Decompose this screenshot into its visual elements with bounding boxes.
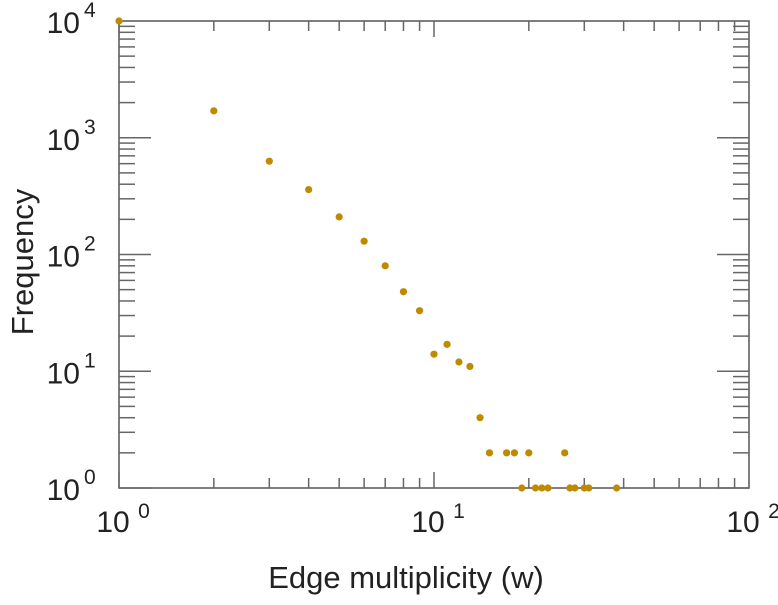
- y-tick-exponent: 4: [84, 0, 96, 22]
- data-point: [115, 17, 123, 25]
- x-tick-exponent: 2: [768, 500, 778, 523]
- x-tick-label: 10: [411, 506, 444, 539]
- data-point: [502, 449, 511, 457]
- data-point: [510, 449, 519, 457]
- data-point: [455, 358, 463, 366]
- data-point: [544, 484, 552, 492]
- data-point: [538, 484, 546, 492]
- data-point: [466, 362, 474, 371]
- y-tick-exponent: 2: [84, 233, 96, 256]
- y-tick-exponent: 3: [84, 116, 96, 139]
- data-point: [265, 157, 273, 165]
- data-point: [335, 213, 343, 221]
- data-point: [430, 350, 438, 358]
- y-tick-label: 10: [47, 357, 80, 390]
- y-tick-label: 10: [47, 241, 80, 274]
- data-point: [210, 107, 218, 115]
- data-point: [613, 484, 621, 492]
- y-tick-label: 10: [47, 474, 80, 507]
- data-point: [381, 262, 389, 270]
- y-tick-label: 10: [47, 124, 80, 157]
- data-point: [525, 449, 533, 457]
- x-tick-exponent: 0: [138, 500, 150, 523]
- y-tick-label: 10: [47, 7, 80, 40]
- data-point: [399, 288, 408, 296]
- y-axis-label: Frequency: [5, 188, 40, 335]
- x-axis-label: Edge multiplicity (w): [268, 560, 544, 595]
- data-point: [585, 484, 593, 492]
- data-point: [476, 414, 484, 422]
- data-point: [561, 449, 569, 457]
- data-point: [571, 484, 579, 492]
- x-tick-label: 10: [726, 506, 759, 539]
- x-tick-label: 10: [96, 506, 129, 539]
- data-point: [518, 484, 526, 492]
- y-tick-exponent: 1: [84, 349, 96, 372]
- data-point: [531, 484, 540, 492]
- data-point: [305, 185, 313, 194]
- x-tick-exponent: 1: [453, 500, 465, 523]
- plot-frame: [118, 20, 750, 489]
- axes-frame: [118, 20, 750, 489]
- data-point: [443, 340, 451, 348]
- data-point: [566, 484, 574, 492]
- data-points: [115, 17, 621, 492]
- data-point: [415, 307, 424, 315]
- data-point: [485, 449, 494, 457]
- y-tick-exponent: 0: [84, 466, 96, 489]
- data-point: [360, 237, 368, 245]
